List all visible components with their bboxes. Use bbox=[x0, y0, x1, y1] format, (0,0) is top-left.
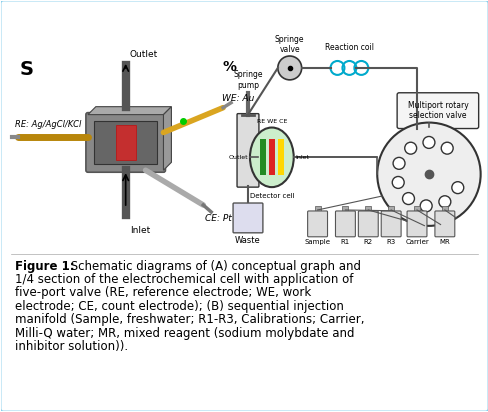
Polygon shape bbox=[88, 107, 171, 115]
FancyBboxPatch shape bbox=[406, 211, 426, 237]
Circle shape bbox=[419, 200, 431, 212]
Text: R3: R3 bbox=[386, 239, 395, 245]
Bar bbox=[413, 206, 419, 212]
Text: Reaction coil: Reaction coil bbox=[324, 43, 373, 52]
Text: MR: MR bbox=[439, 239, 449, 245]
Circle shape bbox=[440, 142, 452, 154]
Bar bbox=[387, 206, 393, 212]
Bar bbox=[260, 139, 265, 175]
Text: Carrier: Carrier bbox=[405, 239, 428, 245]
Circle shape bbox=[404, 142, 416, 154]
Text: RE WE CE: RE WE CE bbox=[256, 119, 286, 124]
FancyBboxPatch shape bbox=[307, 211, 327, 237]
Text: CE: Pt: CE: Pt bbox=[205, 214, 231, 223]
Circle shape bbox=[277, 56, 301, 80]
FancyBboxPatch shape bbox=[381, 211, 400, 237]
Text: Inlet: Inlet bbox=[295, 155, 309, 160]
Text: Outlet: Outlet bbox=[228, 155, 247, 160]
Text: Multiport rotary
selection valve: Multiport rotary selection valve bbox=[407, 101, 468, 120]
Circle shape bbox=[376, 122, 480, 226]
Text: Detector cell: Detector cell bbox=[249, 193, 294, 199]
Bar bbox=[277, 139, 283, 175]
FancyBboxPatch shape bbox=[434, 211, 454, 237]
Circle shape bbox=[422, 136, 434, 148]
Text: five-port valve (RE, reference electrode; WE, work: five-port valve (RE, reference electrode… bbox=[15, 286, 311, 300]
Text: inhibitor solution)).: inhibitor solution)). bbox=[15, 340, 128, 353]
Text: RE: Ag/AgCl/KCl: RE: Ag/AgCl/KCl bbox=[15, 120, 81, 129]
FancyBboxPatch shape bbox=[233, 203, 263, 233]
Text: Springe
pump: Springe pump bbox=[233, 70, 262, 90]
Bar bbox=[342, 206, 347, 212]
Ellipse shape bbox=[249, 128, 293, 187]
FancyBboxPatch shape bbox=[396, 93, 478, 129]
Text: Schematic diagrams of (A) conceptual graph and: Schematic diagrams of (A) conceptual gra… bbox=[67, 260, 360, 273]
Circle shape bbox=[392, 157, 404, 169]
Text: %: % bbox=[222, 60, 236, 74]
Circle shape bbox=[402, 192, 414, 204]
Bar bbox=[116, 124, 135, 160]
FancyBboxPatch shape bbox=[358, 211, 377, 237]
Text: Sample: Sample bbox=[304, 239, 330, 245]
Bar bbox=[441, 206, 447, 212]
Text: Figure 1:: Figure 1: bbox=[15, 260, 75, 273]
Text: S: S bbox=[19, 60, 33, 79]
Bar bbox=[365, 206, 370, 212]
Circle shape bbox=[391, 176, 404, 188]
Bar bbox=[314, 206, 320, 212]
Text: R2: R2 bbox=[363, 239, 372, 245]
Text: 1/4 section of the electrochemical cell with application of: 1/4 section of the electrochemical cell … bbox=[15, 273, 353, 286]
FancyBboxPatch shape bbox=[237, 114, 258, 187]
Text: Waste: Waste bbox=[235, 236, 260, 245]
Text: Outlet: Outlet bbox=[129, 50, 158, 59]
Text: Inlet: Inlet bbox=[129, 226, 150, 235]
Polygon shape bbox=[163, 107, 171, 170]
Circle shape bbox=[438, 196, 450, 208]
Text: R1: R1 bbox=[340, 239, 349, 245]
Text: Springe
valve: Springe valve bbox=[274, 35, 304, 54]
Text: Milli-Q water; MR, mixed reagent (sodium molybdate and: Milli-Q water; MR, mixed reagent (sodium… bbox=[15, 327, 354, 339]
Circle shape bbox=[451, 182, 463, 194]
FancyBboxPatch shape bbox=[86, 112, 165, 172]
Text: WE: Au: WE: Au bbox=[222, 94, 254, 103]
FancyBboxPatch shape bbox=[335, 211, 355, 237]
Text: electrode; CE, count electrode); (B) sequential injection: electrode; CE, count electrode); (B) seq… bbox=[15, 300, 344, 313]
Text: manifold (Sample, freshwater; R1-R3, Calibrations; Carrier,: manifold (Sample, freshwater; R1-R3, Cal… bbox=[15, 313, 364, 326]
Bar bbox=[268, 139, 274, 175]
FancyBboxPatch shape bbox=[94, 121, 157, 164]
